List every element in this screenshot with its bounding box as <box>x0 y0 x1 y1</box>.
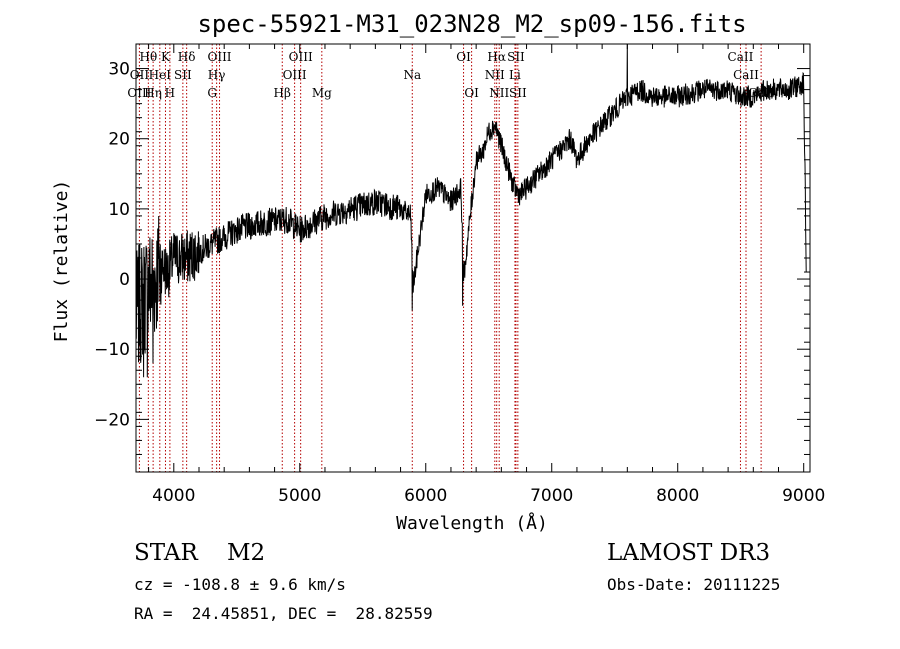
spectral-line-label: SII <box>509 86 527 100</box>
spectral-line-label: Hα <box>487 50 506 64</box>
spectral-line-label: OI <box>464 86 479 100</box>
spectral-line-label: K <box>161 50 171 64</box>
survey-name: LAMOST DR3 <box>607 540 771 566</box>
spectral-line-markers <box>138 44 762 472</box>
x-tick-label: 7000 <box>530 486 573 506</box>
spectral-line-label: Hη <box>144 86 162 100</box>
plot-frame <box>135 43 811 473</box>
spectral-line-label: OIII <box>127 86 151 100</box>
spectral-line-label: Hγ <box>208 68 226 82</box>
y-axis-ticks: −20 −10 0 10 20 30 <box>94 60 810 455</box>
y-axis-label: Flux (relative) <box>51 180 72 343</box>
y-tick-label: 10 <box>108 200 130 220</box>
spectral-line-label: CaII <box>728 50 754 64</box>
y-tick-label: 20 <box>108 130 130 150</box>
x-axis-ticks: 4000 5000 6000 7000 8000 9000 <box>148 44 825 506</box>
spectral-line-label: Hβ <box>274 86 291 100</box>
spectral-line-label: Hδ <box>178 50 196 64</box>
chart-title: spec-55921-M31_023N28_M2_sp09-156.fits <box>197 10 746 38</box>
spectral-line-label: Mg <box>312 86 332 100</box>
y-tick-label: −20 <box>94 410 130 430</box>
x-axis-label: Wavelength (Å) <box>396 512 548 534</box>
spectral-line-label: SII <box>174 68 192 82</box>
x-tick-label: 5000 <box>278 486 321 506</box>
x-tick-label: 6000 <box>404 486 447 506</box>
coordinates: RA = 24.45851, DEC = 28.82559 <box>134 604 433 623</box>
object-class: STAR M2 <box>134 540 266 566</box>
spectral-line-label: OII <box>130 68 150 82</box>
y-tick-label: 30 <box>108 60 130 80</box>
spectral-line-label: CaII <box>733 68 759 82</box>
redshift-velocity: cz = -108.8 ± 9.6 km/s <box>134 575 346 594</box>
spectral-line-label: G <box>207 86 217 100</box>
observation-date: Obs-Date: 20111225 <box>607 575 781 594</box>
spectrum-line <box>135 43 807 378</box>
spectral-line-label: SII <box>507 50 525 64</box>
spectral-line-label: OI <box>456 50 471 64</box>
spectral-line-label: H <box>165 86 175 100</box>
spectral-line-label: Na <box>403 68 421 82</box>
spectral-line-label: Hθ <box>139 50 157 64</box>
spectral-line-label: NII <box>489 86 509 100</box>
y-tick-label: 0 <box>119 270 130 290</box>
y-tick-label: −10 <box>94 340 130 360</box>
spectral-line-label: OIII <box>289 50 313 64</box>
x-tick-label: 4000 <box>152 486 195 506</box>
spectral-line-label: OIII <box>283 68 307 82</box>
spectral-line-label: NII <box>485 68 505 82</box>
spectral-line-label: HeI <box>149 68 172 82</box>
spectral-line-label: Li <box>509 68 521 82</box>
x-tick-label: 9000 <box>782 486 825 506</box>
spectral-line-label: OIII <box>207 50 231 64</box>
x-tick-label: 8000 <box>656 486 699 506</box>
